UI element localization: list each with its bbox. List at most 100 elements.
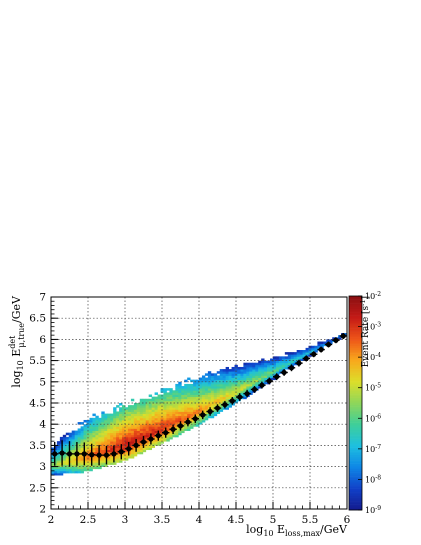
heatmap-cell xyxy=(107,432,111,436)
heatmap-cell xyxy=(136,439,141,442)
heatmap-cell xyxy=(107,415,111,419)
heatmap-cell xyxy=(139,432,144,436)
heatmap-cell xyxy=(113,436,117,440)
heatmap-cell xyxy=(243,362,247,366)
heatmap-cell xyxy=(145,400,150,404)
heatmap-cell xyxy=(284,364,289,368)
heatmap-cell xyxy=(139,422,144,425)
heatmap-cell xyxy=(210,405,215,408)
heatmap-cell xyxy=(187,426,191,429)
heatmap-cell xyxy=(175,432,179,436)
heatmap-cell xyxy=(252,379,256,383)
heatmap-cell xyxy=(125,411,129,414)
heatmap-cell xyxy=(252,383,256,387)
heatmap-cell xyxy=(56,472,61,476)
heatmap-cell xyxy=(172,430,176,434)
heatmap-cell xyxy=(219,400,224,404)
heatmap-cell xyxy=(237,383,241,387)
heatmap-cell xyxy=(145,419,150,423)
heatmap-cell xyxy=(148,426,153,429)
heatmap-cell xyxy=(148,445,153,448)
heatmap-cell xyxy=(142,449,147,453)
heatmap-cell xyxy=(157,428,161,431)
heatmap-cell xyxy=(193,407,197,410)
heatmap-cell xyxy=(273,358,277,361)
heatmap-cell xyxy=(210,394,215,398)
heatmap-cell xyxy=(284,352,289,355)
profile-point xyxy=(163,430,169,436)
heatmap-cell xyxy=(133,415,138,419)
heatmap-cell xyxy=(119,417,123,421)
colorbar-segment xyxy=(349,474,362,477)
profile-point xyxy=(66,451,73,457)
heatmap-cell xyxy=(92,432,96,436)
heatmap-cell xyxy=(74,432,79,436)
heatmap-cell xyxy=(163,424,167,427)
heatmap-cell xyxy=(287,362,292,366)
heatmap-cell xyxy=(136,411,141,414)
heatmap-cell xyxy=(207,377,212,381)
heatmap-cell xyxy=(154,426,158,429)
heatmap-cell xyxy=(231,375,235,378)
colorbar-segment xyxy=(349,378,362,381)
heatmap-cell xyxy=(261,377,265,381)
heatmap-cell xyxy=(261,371,265,374)
heatmap-cell xyxy=(53,447,58,451)
heatmap-cell xyxy=(116,405,120,408)
heatmap-cell xyxy=(178,400,182,404)
heatmap-cell xyxy=(125,434,129,438)
heatmap-cell xyxy=(172,394,176,398)
heatmap-cell xyxy=(264,364,268,368)
heatmap-cell xyxy=(199,392,203,395)
heatmap-cell xyxy=(92,451,96,455)
heatmap-cell xyxy=(213,398,218,402)
heatmap-cell xyxy=(101,424,105,427)
heatmap-cell xyxy=(201,417,206,421)
heatmap-cell xyxy=(246,362,250,366)
heatmap-cell xyxy=(225,375,229,378)
heatmap-cell xyxy=(77,447,81,451)
heatmap-cell xyxy=(249,364,253,368)
heatmap-cell xyxy=(196,407,200,410)
heatmap-cell xyxy=(83,428,87,431)
heatmap-cell xyxy=(71,445,76,448)
heatmap-cell xyxy=(86,434,90,438)
heatmap-cell xyxy=(157,422,161,425)
heatmap-cell xyxy=(199,386,203,389)
heatmap-cell xyxy=(92,419,96,423)
heatmap-cell xyxy=(219,396,224,400)
heatmap-cell xyxy=(261,364,265,368)
heatmap-cell xyxy=(237,386,241,389)
heatmap-cell xyxy=(83,443,87,446)
heatmap-cell xyxy=(80,462,84,465)
heatmap-cell xyxy=(151,445,155,448)
heatmap-cell xyxy=(113,430,117,434)
heatmap-cell xyxy=(71,462,76,465)
heatmap-cell xyxy=(125,436,129,440)
heatmap-cell xyxy=(113,456,117,459)
heatmap-cell xyxy=(210,400,215,404)
heatmap-cell xyxy=(190,403,194,406)
heatmap-cell xyxy=(201,403,206,406)
heatmap-cell xyxy=(163,436,167,440)
heatmap-cell xyxy=(98,449,102,453)
heatmap-cell xyxy=(255,383,259,387)
heatmap-cell xyxy=(225,369,229,372)
heatmap-cell xyxy=(169,403,173,406)
heatmap-cell xyxy=(199,388,203,391)
heatmap-cell xyxy=(89,422,93,425)
heatmap-cell xyxy=(157,419,161,423)
heatmap-cell xyxy=(190,424,194,427)
heatmap-cell xyxy=(95,432,99,436)
heatmap-cell xyxy=(184,413,188,417)
heatmap-cell xyxy=(270,369,274,372)
heatmap-cell xyxy=(264,362,268,366)
heatmap-cell xyxy=(213,379,218,383)
heatmap-cell xyxy=(193,400,197,404)
heatmap-cell xyxy=(139,424,144,427)
heatmap-cell xyxy=(181,398,185,402)
heatmap-cell xyxy=(151,443,155,446)
colorbar-segment xyxy=(349,485,362,488)
heatmap-cell xyxy=(207,390,212,393)
heatmap-cell xyxy=(166,398,170,402)
